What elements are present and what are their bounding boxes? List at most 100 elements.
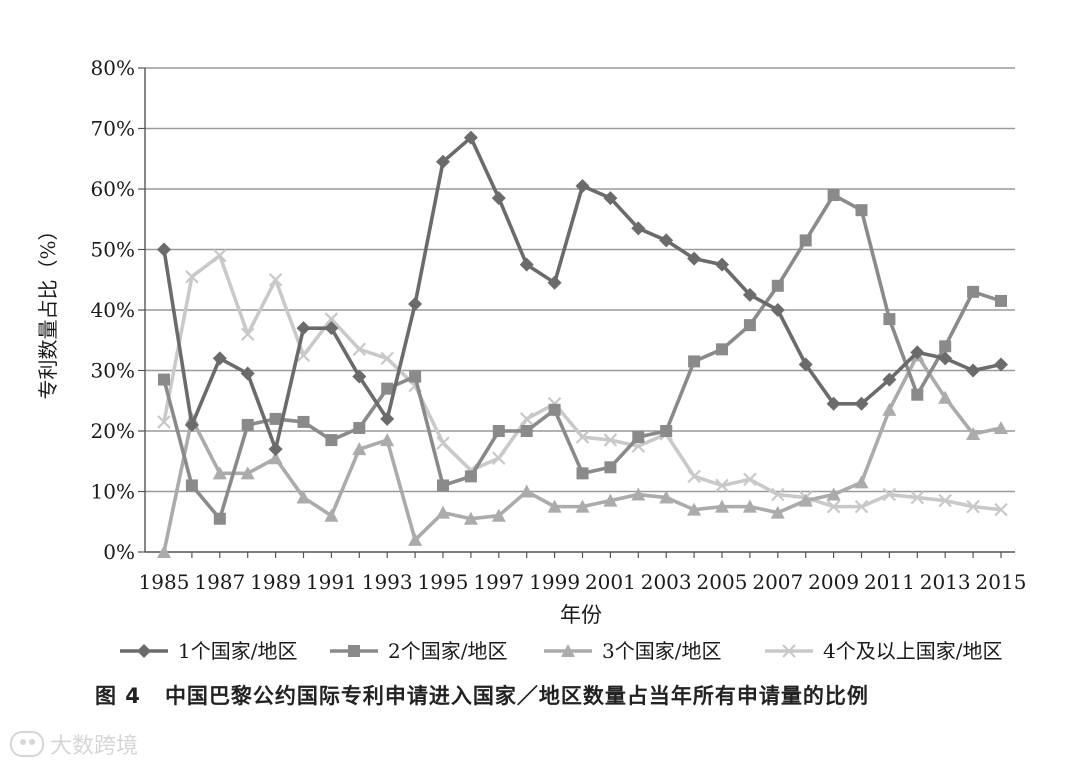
marker-diamond (938, 351, 953, 366)
marker-triangle (491, 508, 506, 522)
marker-diamond (575, 178, 590, 193)
marker-triangle (463, 511, 478, 525)
marker-square (158, 373, 170, 386)
marker-square (464, 470, 477, 483)
marker-square (297, 415, 310, 428)
x-tick-label: 1993 (362, 570, 413, 594)
x-tick-label: 1989 (250, 570, 301, 594)
marker-triangle (798, 493, 813, 507)
marker-diamond (742, 287, 757, 302)
marker-diamond (240, 366, 255, 381)
marker-triangle (380, 433, 395, 447)
x-tick-label: 1997 (473, 570, 524, 594)
marker-diamond (854, 396, 869, 411)
marker-square (716, 343, 728, 356)
marker-square (660, 425, 673, 437)
legend-label: 4个及以上国家/地区 (823, 639, 1002, 663)
marker-square (213, 512, 226, 525)
marker-diamond (659, 233, 674, 248)
marker-x (854, 499, 869, 514)
marker-square (995, 294, 1007, 307)
marker-x (782, 644, 796, 658)
marker-x (938, 493, 952, 508)
marker-diamond (184, 417, 199, 432)
series (158, 189, 1007, 525)
marker-triangle (268, 451, 283, 465)
y-tick-label: 60% (91, 177, 135, 201)
x-tick-label: 2007 (752, 570, 803, 594)
y-tick-label: 40% (91, 298, 135, 322)
legend-item: 3个国家/地区 (544, 639, 721, 663)
series (157, 348, 1008, 558)
marker-x (715, 478, 729, 493)
marker-triangle (212, 466, 227, 480)
x-tick-label: 2009 (808, 570, 859, 594)
marker-square (688, 355, 701, 368)
figure-number: 图 4 (95, 684, 141, 708)
marker-triangle (603, 493, 618, 507)
marker-x (157, 415, 171, 429)
marker-square (939, 340, 952, 353)
x-tick-label: 1991 (306, 570, 357, 594)
marker-triangle (157, 545, 171, 558)
marker-triangle (631, 487, 646, 501)
watermark-logo-icon (10, 731, 44, 757)
marker-diamond (408, 296, 423, 311)
marker-square (911, 388, 924, 401)
marker-triangle (742, 499, 757, 513)
marker-diamond (770, 303, 785, 317)
x-axis-label: 年份 (560, 603, 602, 627)
marker-square (743, 319, 756, 332)
marker-diamond (687, 251, 702, 266)
x-tick-label: 2001 (585, 570, 636, 594)
marker-diamond (603, 191, 618, 206)
marker-x (771, 487, 785, 502)
x-tick-label: 2011 (864, 570, 915, 594)
marker-x (436, 436, 450, 450)
marker-x (994, 502, 1008, 517)
marker-square (325, 434, 338, 447)
y-tick-label: 20% (91, 419, 135, 443)
marker-x (519, 412, 534, 426)
marker-square (348, 645, 360, 657)
marker-square (799, 234, 812, 247)
series (157, 130, 1008, 457)
marker-square (771, 279, 784, 292)
marker-diamond (519, 257, 534, 272)
marker-square (576, 467, 589, 480)
marker-x (185, 269, 199, 284)
x-tick-label: 1995 (418, 570, 469, 594)
marker-x (826, 499, 841, 514)
marker-triangle (575, 499, 590, 513)
marker-square (520, 425, 533, 437)
legend: 1个国家/地区 2个国家/地区 3个国家/地区 4个及以上国家/地区 (120, 639, 1002, 663)
marker-diamond (463, 130, 478, 145)
marker-square (827, 189, 840, 202)
x-tick-labels: 1985 1987 1989 1991 1993 1995 1997 1999 2001 2003… (139, 570, 1027, 594)
axes (138, 67, 1015, 558)
marker-diamond (631, 221, 646, 236)
marker-triangle (547, 499, 562, 513)
marker-diamond (826, 396, 841, 411)
marker-triangle (854, 475, 869, 489)
marker-triangle (519, 484, 534, 498)
marker-triangle (715, 499, 729, 513)
marker-diamond (882, 372, 897, 387)
marker-x (492, 451, 506, 466)
marker-square (883, 313, 896, 326)
x-tick-label: 2013 (920, 570, 971, 594)
marker-square (855, 204, 868, 217)
marker-square (437, 479, 449, 492)
y-tick-label: 70% (91, 117, 135, 141)
marker-triangle (882, 402, 897, 416)
marker-x (213, 248, 227, 263)
marker-diamond (212, 351, 227, 366)
y-axis-label: 专利数量占比（%） (36, 220, 60, 399)
marker-triangle (659, 490, 674, 504)
x-tick-label: 1985 (139, 570, 190, 594)
marker-diamond (798, 357, 813, 372)
marker-triangle (352, 442, 367, 456)
marker-diamond (352, 369, 367, 384)
marker-triangle (770, 505, 785, 519)
marker-diamond (268, 442, 283, 457)
